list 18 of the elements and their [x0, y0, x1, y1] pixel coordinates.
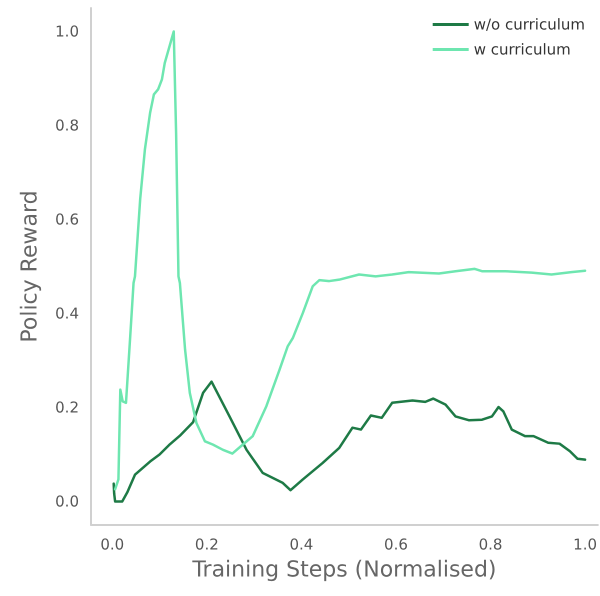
x-tick-label: 0.8 [478, 536, 502, 554]
x-axis-title: Training Steps (Normalised) [191, 558, 497, 582]
y-axis-title: Policy Reward [18, 190, 42, 343]
line-series [114, 30, 586, 491]
y-tick-label: 0.2 [55, 398, 79, 416]
y-tick-label: 0.0 [55, 492, 79, 510]
x-tick-label: 0.0 [100, 536, 124, 554]
x-tick-label: 1.0 [573, 536, 597, 554]
x-tick-label: 0.2 [194, 536, 219, 554]
legend-label: w/o curriculum [474, 16, 586, 34]
y-tick-label: 1.0 [55, 22, 79, 40]
x-tick-label: 0.6 [384, 536, 408, 554]
line-series [112, 380, 586, 503]
y-tick-label: 0.4 [55, 304, 79, 322]
x-tick-label: 0.4 [289, 536, 314, 554]
legend-label: w curriculum [474, 40, 571, 58]
y-tick-label: 0.6 [55, 210, 79, 228]
y-tick-label: 0.8 [55, 116, 79, 134]
